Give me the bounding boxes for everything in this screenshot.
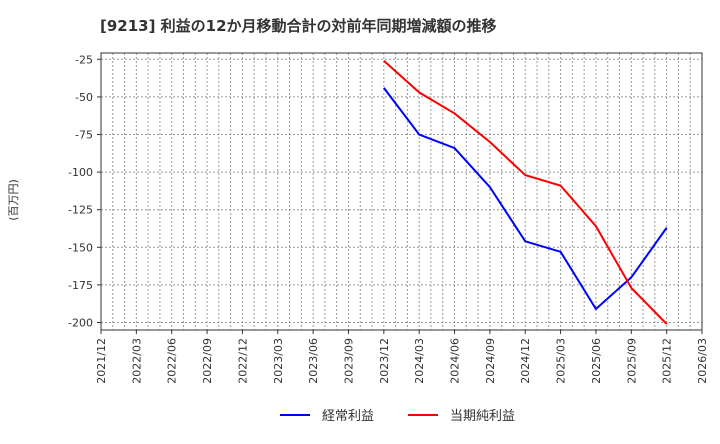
x-tick-label: 2023/06 [307, 338, 320, 384]
y-tick-label: -50 [75, 91, 93, 104]
x-tick-label: 2022/06 [166, 338, 179, 384]
y-tick-label: -25 [75, 53, 93, 66]
x-tick-label: 2023/09 [342, 338, 355, 384]
legend-label: 当期純利益 [450, 409, 515, 424]
chart-title: [9213] 利益の12か月移動合計の対前年同期増減額の推移 [100, 17, 497, 35]
x-tick-label: 2023/03 [272, 338, 285, 384]
y-tick-label: -125 [68, 204, 93, 217]
x-axis: 2021/12 2022/03 2022/06 2022/09 2022/12 2023/… [95, 330, 709, 384]
grid [101, 53, 702, 330]
x-tick-label: 2024/03 [413, 338, 426, 384]
x-tick-label: 2021/12 [95, 338, 108, 384]
x-tick-label: 2022/09 [201, 338, 214, 384]
x-tick-label: 2026/03 [696, 338, 709, 384]
y-tick-label: -75 [75, 129, 93, 142]
x-tick-label: 2023/12 [378, 338, 391, 384]
x-tick-label: 2025/06 [590, 338, 603, 384]
legend: 経常利益 当期純利益 [280, 409, 515, 424]
y-tick-label: -175 [68, 279, 93, 292]
y-tick-label: -150 [68, 241, 93, 254]
y-axis: -25 -50 -75 -100 -125 -150 -175 -200 [68, 53, 101, 329]
x-tick-label: 2025/09 [625, 338, 638, 384]
x-tick-label: 2024/06 [449, 338, 462, 384]
legend-label: 経常利益 [322, 409, 374, 424]
x-tick-label: 2025/12 [661, 338, 674, 384]
y-axis-label: (百万円) [7, 179, 20, 221]
y-tick-label: -100 [68, 166, 93, 179]
x-tick-label: 2024/09 [484, 338, 497, 384]
plot-frame [101, 53, 702, 330]
x-tick-label: 2025/03 [555, 338, 568, 384]
y-tick-label: -200 [68, 317, 93, 330]
x-tick-label: 2022/12 [236, 338, 249, 384]
x-tick-label: 2022/03 [130, 338, 143, 384]
x-tick-label: 2024/12 [519, 338, 532, 384]
